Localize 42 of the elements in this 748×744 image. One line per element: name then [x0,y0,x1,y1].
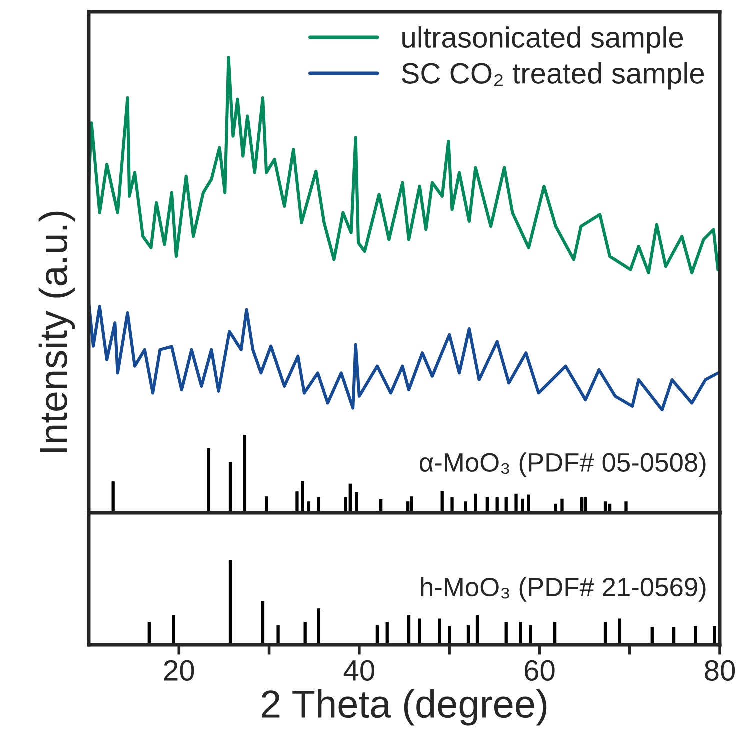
bar [296,492,299,513]
legend-label: SC CO₂ treated sample [402,62,704,90]
annotation: α-MoO₃ (PDF# 05-0508) [420,452,706,478]
x-tick-label: 60 [524,660,555,682]
bar [407,615,411,645]
bar [301,481,304,513]
legend-label: ultrasonicated sample [402,26,684,54]
bar [584,498,588,513]
bar [418,618,422,645]
bar [148,622,151,645]
bar [519,622,522,645]
bar [386,622,389,645]
bar [228,462,232,513]
bar [112,482,115,513]
x-tick-label: 40 [344,660,375,682]
bar [304,622,307,645]
bar [276,626,280,645]
bar [317,608,320,645]
bar [604,622,608,645]
x-tick-label: 80 [705,660,736,682]
bar [474,494,478,513]
bar [560,498,564,513]
bar [243,435,247,513]
bar [410,496,414,513]
bar [261,601,265,645]
bar [553,622,557,645]
bar [514,494,518,513]
bar [529,626,532,645]
bar [464,502,468,513]
bar [207,448,210,513]
annotation: h-MoO₃ (PDF# 21-0569) [421,577,706,602]
bar [355,492,358,513]
bar [172,615,176,645]
x-axis-title: 2 Theta (degree) [262,690,547,726]
bar [348,484,352,513]
bar [504,622,508,645]
bar [450,498,454,513]
x-tick-label: 20 [164,660,194,682]
bar [476,615,480,645]
bar [624,502,628,513]
y-axis-title: Intensity (a.u.) [38,212,76,452]
bar [228,560,232,645]
